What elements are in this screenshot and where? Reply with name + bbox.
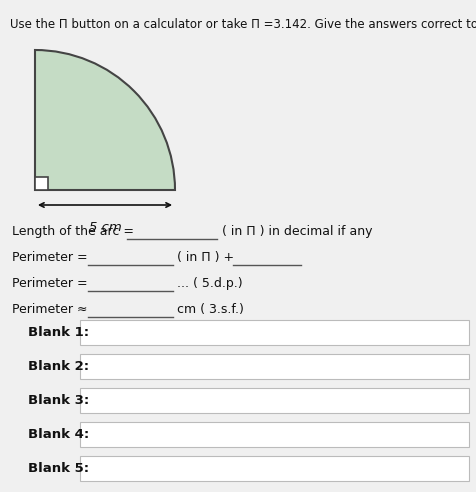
Wedge shape (35, 50, 175, 190)
Text: Length of the arc =: Length of the arc = (12, 225, 134, 238)
Text: Perimeter =: Perimeter = (12, 277, 88, 290)
Bar (80, 422, 468, 447)
Text: cm ( 3.s.f.): cm ( 3.s.f.) (177, 303, 243, 316)
Text: Blank 3:: Blank 3: (28, 394, 89, 407)
Text: Perimeter =: Perimeter = (12, 251, 88, 264)
Bar (35, 177, 48, 190)
Bar (80, 320, 468, 345)
Text: Blank 1:: Blank 1: (28, 326, 89, 339)
Text: Use the Π button on a calculator or take Π =3.142. Give the answers correct to 3: Use the Π button on a calculator or take… (10, 18, 476, 31)
Text: Perimeter ≈: Perimeter ≈ (12, 303, 87, 316)
Text: 5 cm: 5 cm (89, 221, 121, 234)
Text: Blank 2:: Blank 2: (28, 360, 89, 373)
Text: ( in Π ) in decimal if any: ( in Π ) in decimal if any (221, 225, 372, 238)
Bar (80, 388, 468, 413)
Text: Blank 5:: Blank 5: (28, 462, 89, 475)
Text: Blank 4:: Blank 4: (28, 428, 89, 441)
Text: ( in Π ) +: ( in Π ) + (177, 251, 234, 264)
Text: ... ( 5.d.p.): ... ( 5.d.p.) (177, 277, 242, 290)
Bar (80, 354, 468, 379)
Bar (80, 456, 468, 481)
